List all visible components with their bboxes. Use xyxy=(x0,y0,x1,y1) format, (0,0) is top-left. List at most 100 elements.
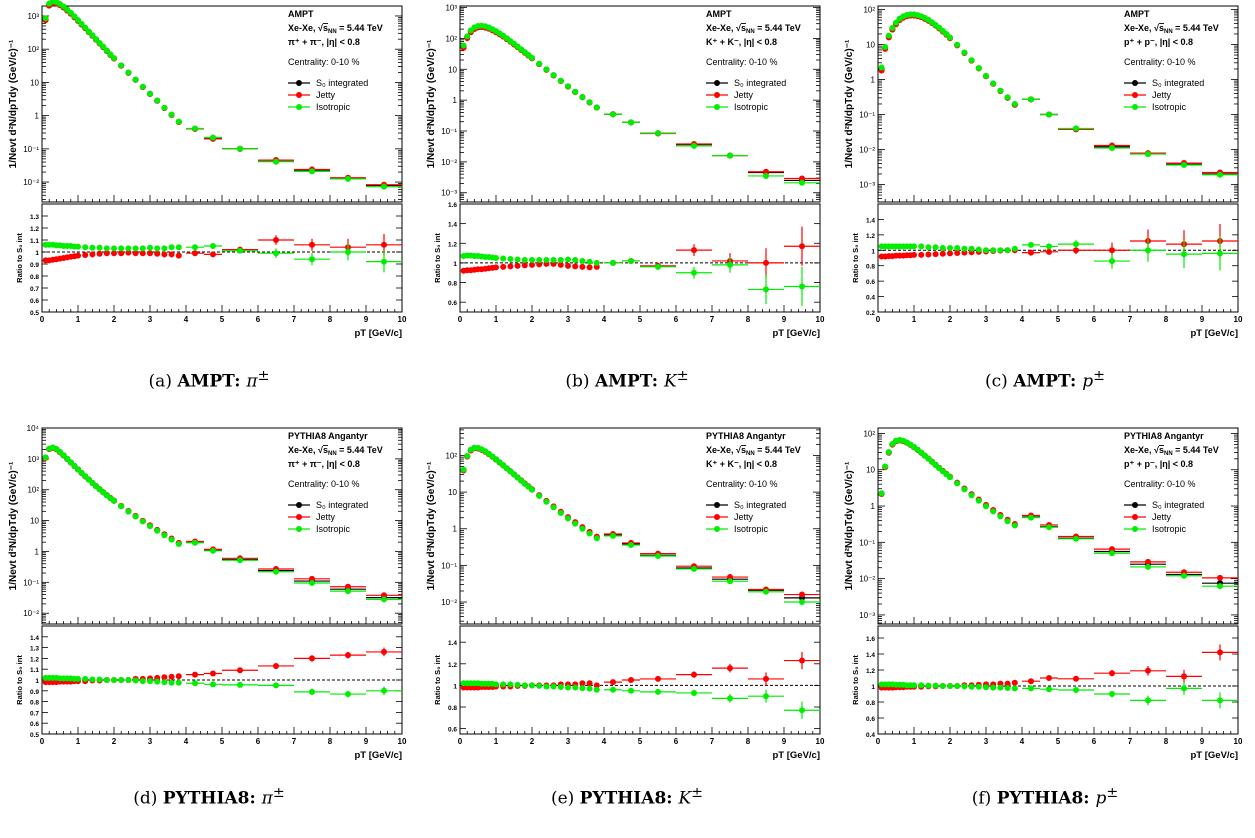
ratio-point-Jetty xyxy=(1217,649,1223,656)
x-tick-label: 4 xyxy=(184,315,189,324)
caption-charge: ± xyxy=(676,368,689,384)
ratio-point-Jetty xyxy=(493,264,499,271)
ratio-point-Isotropic xyxy=(1073,241,1079,248)
spectrum-point-Isotropic xyxy=(550,504,557,511)
legend-marker-Jetty xyxy=(1132,514,1138,520)
ratio-point-Isotropic xyxy=(1181,251,1187,258)
ratio-axis-title: Ratio to S₀ int xyxy=(15,655,24,705)
ratio-point-Jetty xyxy=(345,652,351,659)
legend-label-Isotropic: Isotropic xyxy=(734,524,769,534)
y-tick-label: 10⁻¹ xyxy=(23,145,39,154)
spectrum-point-Jetty xyxy=(1217,574,1223,581)
ratio-point-Isotropic xyxy=(147,678,153,685)
spectrum-point-Isotropic xyxy=(536,60,543,67)
spectrum-point-Isotropic xyxy=(42,15,49,22)
chart-svg-c: 10⁻³ 10⁻² 10⁻¹ 1 10 10² 0 1 2 3 4 5 6 7 8 9 10 0.2 0.4 0.6 0… xyxy=(844,5,1243,339)
spectrum-point-Isotropic xyxy=(381,183,387,190)
legend-marker-Isotropic xyxy=(296,526,302,532)
ratio-point-Jetty xyxy=(273,662,279,669)
ratio-point-Jetty xyxy=(175,673,182,680)
x-tick-label: 0 xyxy=(458,737,463,746)
ratio-point-Jetty xyxy=(628,677,634,683)
y-tick-label: 10⁻¹ xyxy=(441,561,457,570)
ratio-point-Jetty xyxy=(1109,670,1115,677)
legend-marker-Isotropic xyxy=(296,104,302,110)
y-tick-label: 10³ xyxy=(27,455,39,464)
legend-marker-Isotropic xyxy=(714,104,720,110)
ratio-point-Isotropic xyxy=(727,261,733,268)
legend-label-Jetty: Jetty xyxy=(1152,512,1172,522)
legend-marker-Jetty xyxy=(714,92,720,98)
x-tick-label: 2 xyxy=(948,737,953,746)
spectrum-point-Isotropic xyxy=(947,34,953,41)
spectrum-point-Isotropic xyxy=(111,55,117,62)
y-tick-label: 1 xyxy=(453,525,458,534)
ratio-point-Isotropic xyxy=(1145,247,1151,254)
ratio-point-Jetty xyxy=(911,251,917,258)
x-tick-label: 3 xyxy=(148,315,153,324)
ratio-point-Isotropic xyxy=(543,256,550,263)
ratio-point-Jetty xyxy=(103,250,110,257)
ratio-point-Isotropic xyxy=(968,245,975,252)
spectrum-point-Jetty xyxy=(1145,558,1151,565)
ratio-tick-label: 1.6 xyxy=(866,636,875,643)
ratio-point-Jetty xyxy=(1145,667,1151,674)
spectrum-point-Isotropic xyxy=(237,145,243,152)
ratio-point-Isotropic xyxy=(961,245,968,252)
ratio-point-Isotropic xyxy=(932,244,939,251)
spectrum-point-Isotropic xyxy=(93,36,99,43)
caption-particle: p xyxy=(1095,788,1107,809)
legend-marker-S0 xyxy=(296,502,302,508)
ratio-point-Jetty xyxy=(939,250,946,257)
ratio-point-Isotropic xyxy=(593,259,600,266)
ratio-point-Jetty xyxy=(579,680,586,687)
ratio-point-Isotropic xyxy=(1217,697,1223,704)
ratio-point-Jetty xyxy=(514,262,521,269)
generator-label: AMPT xyxy=(1124,9,1150,19)
ratio-tick-label: 0.8 xyxy=(448,281,457,288)
particle-label: p⁺ + p⁻, |η| < 0.8 xyxy=(1124,459,1193,469)
caption-letter: (a) xyxy=(148,371,178,392)
spectrum-point-Isotropic xyxy=(628,119,634,126)
spectrum-point-Isotropic xyxy=(983,72,989,79)
x-tick-label: 9 xyxy=(782,737,787,746)
spectrum-point-Isotropic xyxy=(885,449,892,456)
centrality-label: Centrality: 0-10 % xyxy=(288,479,360,489)
x-tick-label: 8 xyxy=(746,737,751,746)
x-tick-label: 6 xyxy=(256,315,261,324)
ratio-tick-label: 0.5 xyxy=(30,310,39,317)
ratio-tick-label: 1.2 xyxy=(30,656,39,663)
x-axis-title: pT [GeV/c] xyxy=(354,328,402,339)
ratio-point-Isotropic xyxy=(345,691,351,698)
ratio-point-Isotropic xyxy=(75,675,81,682)
ratio-point-Isotropic xyxy=(536,256,543,263)
ratio-point-Isotropic xyxy=(925,682,932,689)
spectrum-point-Isotropic xyxy=(975,65,982,72)
x-tick-label: 10 xyxy=(816,737,825,746)
ratio-tick-label: 1.3 xyxy=(30,214,39,221)
spectrum-point-Isotropic xyxy=(118,62,125,69)
ratio-point-Isotropic xyxy=(911,243,917,250)
spectrum-point-Isotropic xyxy=(237,557,243,564)
spectrum-point-Isotropic xyxy=(889,25,896,32)
caption-model: PYTHIA8: xyxy=(162,788,262,809)
ratio-point-Isotropic xyxy=(983,684,989,691)
ratio-tick-label: 0.2 xyxy=(866,310,875,317)
x-tick-label: 8 xyxy=(746,315,751,324)
generator-label: PYTHIA8 Angantyr xyxy=(288,431,368,441)
ratio-point-Isotropic xyxy=(763,286,769,293)
ratio-axis-title: Ratio to S₀ int xyxy=(851,655,860,705)
ratio-point-Jetty xyxy=(125,249,132,256)
ratio-point-Isotropic xyxy=(309,256,315,263)
ratio-point-Isotropic xyxy=(1109,258,1115,265)
spectrum-point-Isotropic xyxy=(885,32,892,39)
y-tick-label: 10 xyxy=(448,65,457,74)
ratio-point-Jetty xyxy=(309,655,315,662)
spectrum-point-Isotropic xyxy=(168,111,175,118)
spectrum-point-Isotropic xyxy=(71,13,78,20)
ratio-point-Jetty xyxy=(521,262,528,269)
spectrum-point-Isotropic xyxy=(893,19,899,26)
spectrum-point-Isotropic xyxy=(579,94,586,101)
x-tick-label: 2 xyxy=(112,737,117,746)
x-tick-label: 5 xyxy=(1056,737,1061,746)
